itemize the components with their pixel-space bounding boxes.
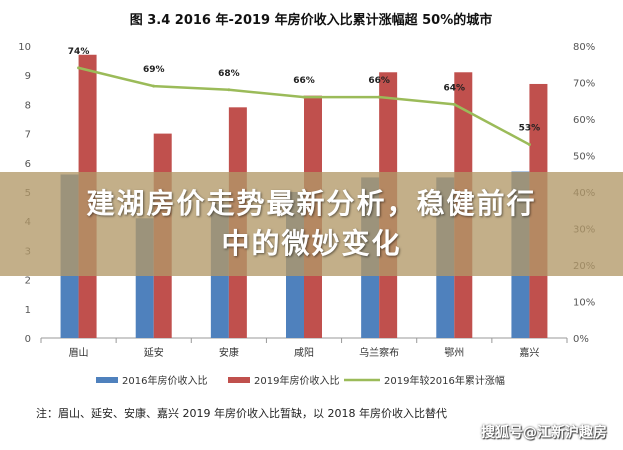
x-category-label: 乌兰察布 [359, 346, 399, 359]
y-left-tick-label: 8 [25, 100, 31, 111]
growth-data-label: 69% [143, 65, 165, 75]
y-right-tick-label: 50% [573, 152, 595, 163]
legend-item-2019-label: 2019年房价收入比 [254, 374, 339, 387]
y-left-tick-label: 1 [25, 305, 31, 316]
x-category-label: 延安 [144, 346, 164, 359]
growth-line-point [302, 95, 306, 99]
growth-line-point [227, 88, 231, 92]
y-right-tick-label: 80% [573, 42, 595, 53]
growth-data-label: 66% [368, 76, 390, 86]
headline-banner: 建湖房价走势最新分析，稳健前行 中的微妙变化 [0, 172, 623, 276]
chart-title: 图 3.4 2016 年-2019 年房价收入比累计涨幅超 50%的城市 [130, 12, 493, 28]
y-right-tick-label: 10% [573, 298, 595, 309]
growth-line-point [527, 143, 531, 147]
legend-item-2016-label: 2016年房价收入比 [122, 374, 207, 387]
x-category-label: 咸阳 [294, 347, 314, 359]
y-left-tick-label: 2 [25, 276, 31, 287]
x-category-label: 安康 [219, 346, 239, 359]
headline-line-2: 中的微妙变化 [221, 227, 402, 260]
growth-line-point [152, 84, 156, 88]
source-watermark: 搜狐号@江新沪趣房 [481, 425, 607, 441]
chart-footnote: 注：眉山、延安、安康、嘉兴 2019 年房价收入比暂缺，以 2018 年房价收入… [36, 407, 447, 420]
growth-line-point [452, 102, 456, 106]
y-left-tick-label: 10 [18, 42, 31, 53]
legend-item-2019-swatch [228, 377, 250, 383]
growth-line-point [77, 66, 81, 70]
chart-growth-line: 74% 69% 68% 66% 66% 64% 53% [68, 47, 541, 147]
y-left-tick-label: 7 [25, 130, 31, 141]
growth-data-label: 66% [293, 76, 315, 86]
x-category-label: 嘉兴 [519, 346, 539, 359]
x-category-label: 眉山 [69, 347, 89, 359]
growth-data-label: 53% [519, 124, 541, 134]
legend-item-2016-swatch [96, 377, 118, 383]
growth-line-point [377, 95, 381, 99]
growth-data-label: 68% [218, 69, 240, 79]
y-left-tick-label: 0 [25, 334, 31, 345]
growth-data-label: 64% [444, 83, 466, 93]
y-right-tick-label: 70% [573, 79, 595, 90]
chart-legend: 2016年房价收入比 2019年房价收入比 2019年较2016年累计涨幅 [96, 374, 505, 387]
x-category-label: 鄂州 [444, 347, 464, 359]
legend-item-growth-label: 2019年较2016年累计涨幅 [384, 374, 505, 387]
y-right-tick-label: 0% [573, 334, 589, 345]
y-right-tick-label: 60% [573, 115, 595, 126]
y-left-tick-label: 9 [25, 71, 31, 82]
y-left-tick-label: 6 [25, 159, 31, 170]
growth-data-label: 74% [68, 47, 90, 57]
headline-line-1: 建湖房价走势最新分析，稳健前行 [86, 187, 537, 220]
